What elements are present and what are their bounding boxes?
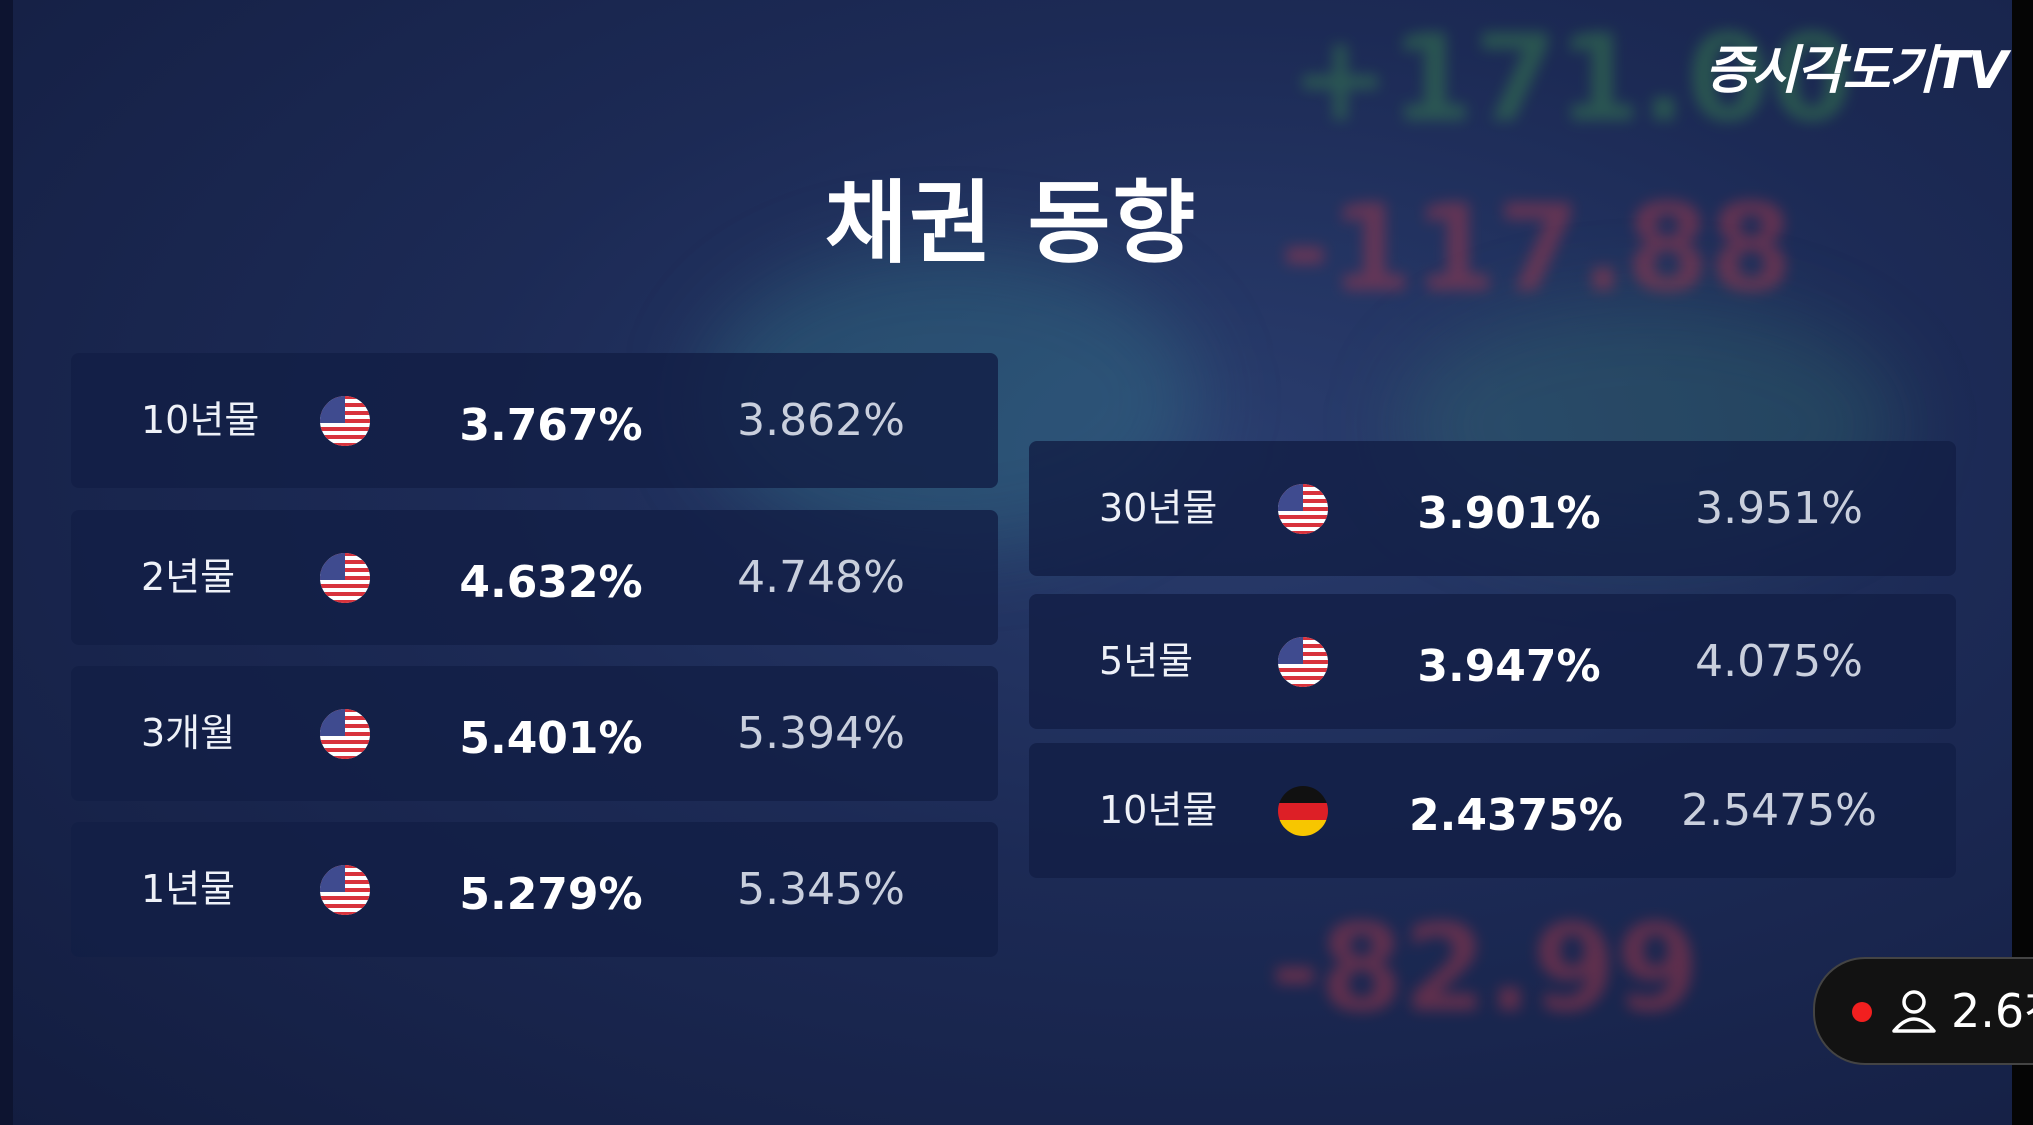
flag-us [319, 552, 371, 604]
current-yield: 5.401% [459, 713, 643, 764]
maturity: 2년물 [141, 555, 236, 599]
maturity: 1년물 [141, 867, 236, 911]
previous-yield: 5.345% [737, 864, 905, 915]
bond-row: 5년물 3.947% 4.075% [1029, 594, 1956, 729]
bond-row: 10년물 3.767% 3.862% [71, 353, 998, 488]
channel-logo: 증시각도기TV [1705, 41, 2008, 101]
current-yield: 3.901% [1417, 488, 1601, 539]
maturity: 5년물 [1099, 639, 1194, 683]
flag-us [319, 395, 371, 447]
background-number: -82.99 [1270, 900, 1700, 1039]
current-yield: 5.279% [459, 869, 643, 920]
previous-yield: 5.394% [737, 708, 905, 759]
bond-row: 3개월 5.401% 5.394% [71, 666, 998, 801]
bond-row: 2년물 4.632% 4.748% [71, 510, 998, 645]
current-yield: 4.632% [459, 557, 643, 608]
flag-de [1277, 785, 1329, 837]
flag-us [1277, 636, 1329, 688]
previous-yield: 4.075% [1695, 636, 1863, 687]
previous-yield: 3.951% [1695, 483, 1863, 534]
bond-row: 10년물 2.4375% 2.5475% [1029, 743, 1956, 878]
current-yield: 3.947% [1417, 641, 1601, 692]
live-viewer-badge[interactable]: 2.6천 [1813, 957, 2033, 1065]
frame-edge [0, 0, 13, 1125]
bond-row: 30년물 3.901% 3.951% [1029, 441, 1956, 576]
flag-us [319, 864, 371, 916]
previous-yield: 3.862% [737, 395, 905, 446]
maturity: 10년물 [1099, 788, 1218, 832]
person-icon [1892, 990, 1936, 1033]
flag-us [1277, 483, 1329, 535]
maturity: 10년물 [141, 398, 260, 442]
background-number: -117.88 [1280, 180, 1793, 319]
slide-title: 채권 동향 [824, 171, 1198, 276]
current-yield: 3.767% [459, 400, 643, 451]
background-number: +171.00 [1290, 10, 1854, 149]
viewer-count: 2.6천 [1951, 984, 2033, 1038]
frame-edge [2012, 0, 2033, 1125]
live-dot [1852, 1002, 1872, 1022]
previous-yield: 2.5475% [1681, 785, 1877, 836]
maturity: 3개월 [141, 711, 236, 755]
previous-yield: 4.748% [737, 552, 905, 603]
current-yield: 2.4375% [1409, 790, 1623, 841]
flag-us [319, 708, 371, 760]
maturity: 30년물 [1099, 486, 1218, 530]
bond-row: 1년물 5.279% 5.345% [71, 822, 998, 957]
